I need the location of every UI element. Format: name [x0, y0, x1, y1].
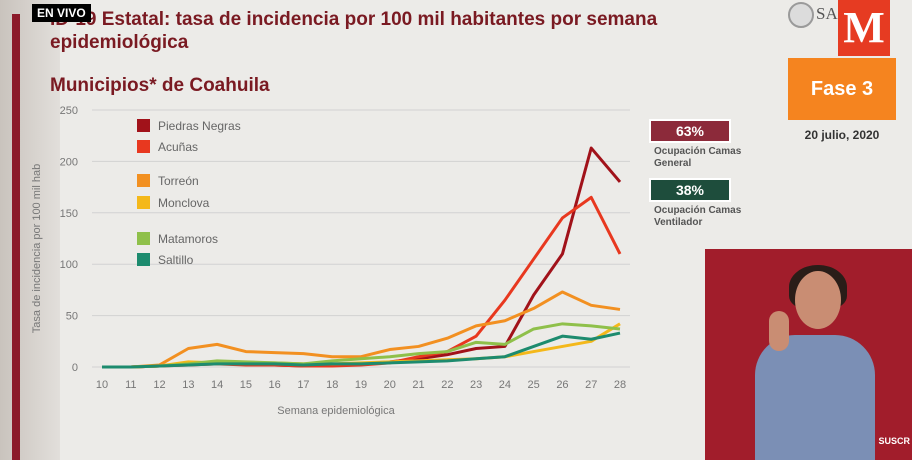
legend-swatch-piedras-negras [137, 119, 150, 132]
x-tick-label-17: 17 [297, 379, 309, 391]
legend-swatch-torre-n [137, 174, 150, 187]
accent-bar [12, 14, 20, 460]
x-tick-label-20: 20 [384, 379, 396, 391]
series-line-monclova [102, 322, 621, 369]
legend-label-torre-n: Torreón [158, 174, 199, 188]
x-tick-label-18: 18 [326, 379, 338, 391]
x-tick-label-26: 26 [556, 379, 568, 391]
legend-swatch-saltillo [137, 253, 150, 266]
x-tick-label-11: 11 [125, 379, 136, 391]
ventilator-beds-occupancy-label: Ocupación Camas Ventilador [654, 205, 742, 228]
x-tick-label-15: 15 [240, 379, 252, 391]
chart-title: ID-19 Estatal: tasa de incidencia por 10… [50, 9, 658, 53]
y-tick-label-0: 0 [72, 362, 78, 374]
legend-swatch-monclova [137, 196, 150, 209]
interpreter-head [795, 271, 841, 329]
general-beds-occupancy-label: Ocupación Camas General [654, 146, 742, 169]
incidence-line-chart: 0 50 100 150 200 250 10 11 12 13 14 15 16 17 18 19 20 21 2… [31, 105, 630, 417]
series-line-matamoros [102, 322, 621, 369]
y-tick-label-200: 200 [60, 156, 78, 168]
seal-icon [788, 2, 814, 28]
y-axis-label: Tasa de incidencia por 100 mil hab [31, 164, 43, 333]
x-tick-label-10: 10 [96, 379, 108, 391]
live-badge: EN VIVO [32, 4, 91, 22]
y-tick-label-150: 150 [60, 208, 78, 220]
sign-language-interpreter-video: SUSCR [705, 249, 912, 460]
legend-label-piedras-negras: Piedras Negras [158, 119, 241, 133]
salud-logo: SA [786, 0, 846, 30]
x-tick-label-27: 27 [585, 379, 597, 391]
x-axis-label: Semana epidemiológica [277, 405, 395, 417]
legend-label-acu-as: Acuñas [158, 140, 198, 154]
ventilator-beds-occupancy-value: 38% [649, 178, 731, 202]
x-tick-label-19: 19 [355, 379, 367, 391]
date-label: 20 julio, 2020 [804, 128, 880, 142]
x-tick-label-22: 22 [441, 379, 453, 391]
x-tick-label-28: 28 [614, 379, 626, 391]
y-tick-label-50: 50 [66, 311, 78, 323]
x-tick-label-23: 23 [470, 379, 482, 391]
series-line-torre-n [102, 290, 621, 369]
x-tick-label-21: 21 [412, 379, 424, 391]
phase-badge: Fase 3 [788, 58, 896, 120]
legend-swatch-acu-as [137, 140, 150, 153]
chart-subtitle: Municipios* de Coahuila [50, 75, 270, 96]
x-tick-label-14: 14 [211, 379, 223, 391]
general-beds-occupancy-value: 63% [649, 119, 731, 143]
interpreter-body [755, 335, 875, 460]
x-tick-label-13: 13 [182, 379, 194, 391]
legend-label-saltillo: Saltillo [158, 253, 194, 267]
legend-label-matamoros: Matamoros [158, 232, 218, 246]
background-left-panel [0, 0, 60, 460]
milenio-logo: M [838, 0, 890, 56]
x-tick-label-25: 25 [528, 379, 540, 391]
logo-text: SA [816, 4, 838, 23]
x-tick-label-24: 24 [499, 379, 511, 391]
legend-label-monclova: Monclova [158, 196, 210, 210]
y-tick-label-100: 100 [60, 259, 78, 271]
legend-swatch-matamoros [137, 232, 150, 245]
y-tick-label-250: 250 [60, 105, 78, 117]
x-tick-label-16: 16 [269, 379, 281, 391]
series-line-saltillo [102, 331, 621, 369]
x-tick-label-12: 12 [153, 379, 165, 391]
subscribe-label: SUSCR [878, 436, 910, 446]
interpreter-hand [769, 311, 789, 351]
